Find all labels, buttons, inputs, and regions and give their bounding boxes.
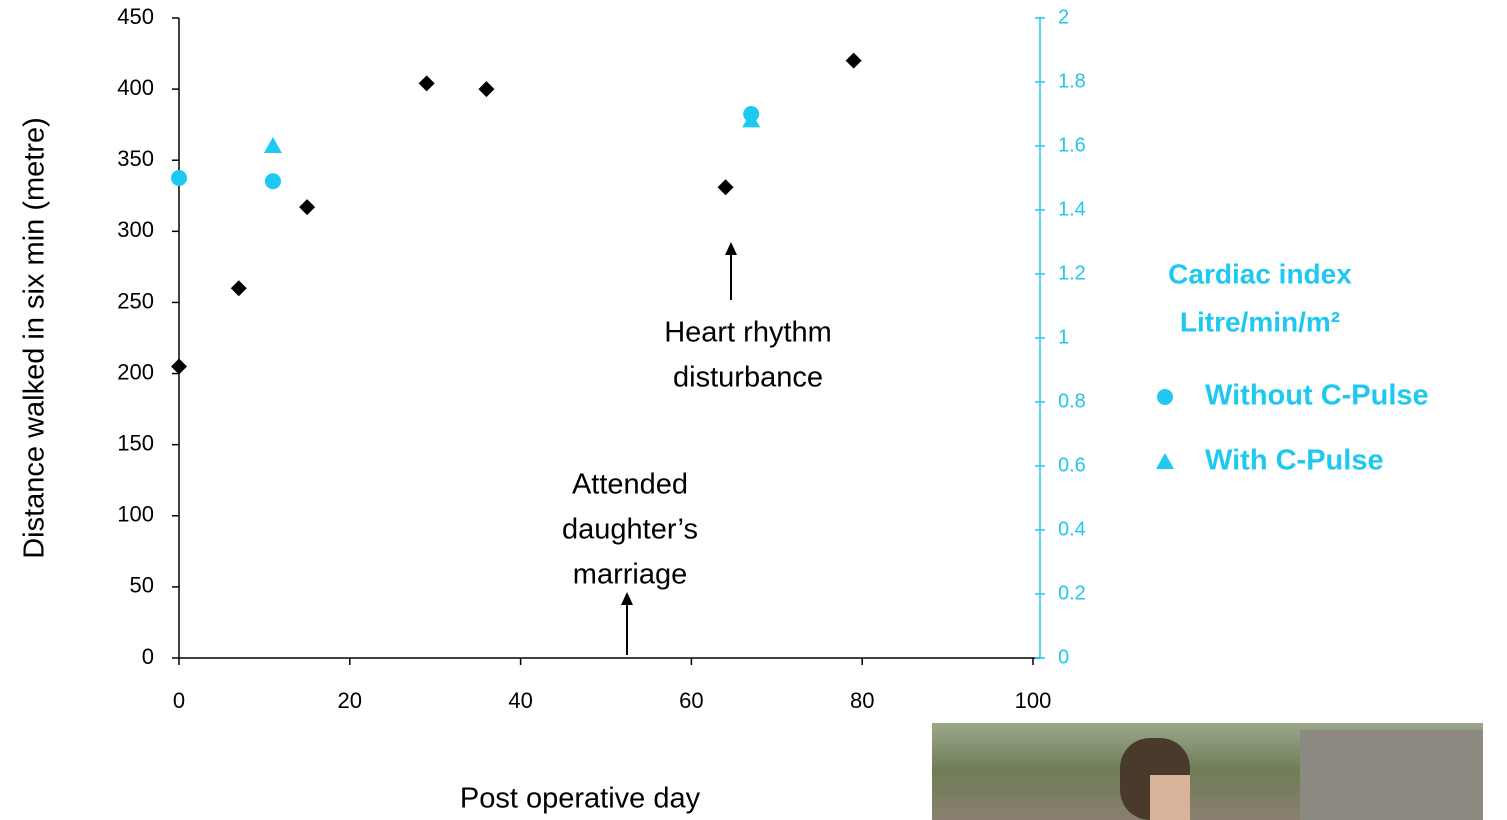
legend-title: Litre/min/m² (1180, 306, 1340, 337)
y2-tick-label: 0 (1058, 646, 1069, 668)
y2-tick-label: 1.6 (1058, 134, 1086, 156)
annotation: disturbance (673, 362, 823, 394)
annotation: marriage (573, 559, 687, 591)
point (478, 81, 495, 98)
y-tick-label: 400 (117, 75, 154, 100)
y-tick-label: 250 (117, 288, 154, 313)
y2-tick-label: 1.8 (1058, 70, 1086, 92)
legend-marker (1157, 389, 1173, 405)
y-tick-label: 0 (142, 644, 154, 669)
point (263, 137, 282, 153)
legend-marker (1156, 453, 1174, 469)
point (264, 173, 281, 190)
point (845, 52, 862, 69)
legend-title: Cardiac index (1168, 258, 1352, 289)
x-tick-label: 20 (338, 688, 362, 713)
annotation: Attended (572, 469, 688, 501)
point (299, 199, 316, 216)
annotation: Heart rhythm (664, 317, 832, 349)
annotation: daughter’s (562, 514, 698, 546)
y-axis-label: Distance walked in six min (metre) (19, 117, 51, 559)
y-tick-label: 350 (117, 146, 154, 171)
point (742, 111, 761, 128)
annotation-arrowhead (725, 242, 737, 255)
point (418, 75, 435, 92)
photo-face (1150, 775, 1190, 820)
y2-tick-label: 1.2 (1058, 262, 1086, 284)
point (717, 179, 734, 196)
y-tick-label: 100 (117, 502, 154, 527)
x-tick-label: 0 (173, 688, 185, 713)
y2-tick-label: 0.6 (1058, 454, 1086, 476)
y-tick-label: 150 (117, 430, 154, 455)
y-tick-label: 300 (117, 217, 154, 242)
legend-label: With C-Pulse (1205, 445, 1384, 477)
x-tick-label: 40 (508, 688, 532, 713)
y-tick-label: 200 (117, 359, 154, 384)
x-tick-label: 60 (679, 688, 703, 713)
y-tick-label: 450 (117, 4, 154, 29)
x-tick-label: 100 (1015, 688, 1052, 713)
point (230, 280, 247, 297)
photo-roof (1300, 730, 1483, 820)
y2-tick-label: 0.2 (1058, 582, 1086, 604)
y-tick-label: 50 (130, 573, 154, 598)
x-tick-label: 80 (850, 688, 874, 713)
y2-tick-label: 2 (1058, 6, 1069, 28)
annotation-arrowhead (621, 592, 633, 605)
y2-tick-label: 0.4 (1058, 518, 1086, 540)
y2-tick-label: 1 (1058, 326, 1069, 348)
legend-label: Without C-Pulse (1205, 380, 1429, 412)
x-axis-label: Post operative day (460, 783, 701, 815)
y2-tick-label: 1.4 (1058, 198, 1086, 220)
point (171, 358, 187, 375)
y2-tick-label: 0.8 (1058, 390, 1086, 412)
point (171, 170, 187, 186)
